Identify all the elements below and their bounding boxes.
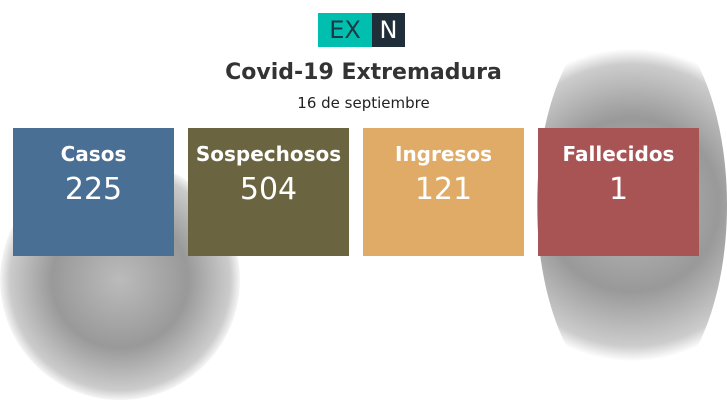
logo-ex: EX: [318, 13, 372, 47]
page-title: Covid-19 Extremadura: [225, 60, 502, 85]
card-value: 504: [239, 172, 298, 207]
card-label: Fallecidos: [562, 142, 675, 166]
card-value: 225: [64, 172, 123, 207]
card-label: Sospechosos: [195, 142, 342, 166]
card-sospechosos: Sospechosos 504: [188, 128, 349, 256]
card-casos: Casos 225: [13, 128, 174, 256]
card-value: 121: [414, 172, 473, 207]
exn-logo: EX N: [318, 13, 405, 47]
page-date: 16 de septiembre: [297, 94, 430, 112]
card-label: Casos: [60, 142, 127, 166]
card-fallecidos: Fallecidos 1: [538, 128, 699, 256]
card-value: 1: [608, 172, 629, 207]
card-ingresos: Ingresos 121: [363, 128, 524, 256]
logo-n: N: [372, 13, 405, 47]
card-label: Ingresos: [395, 142, 492, 166]
